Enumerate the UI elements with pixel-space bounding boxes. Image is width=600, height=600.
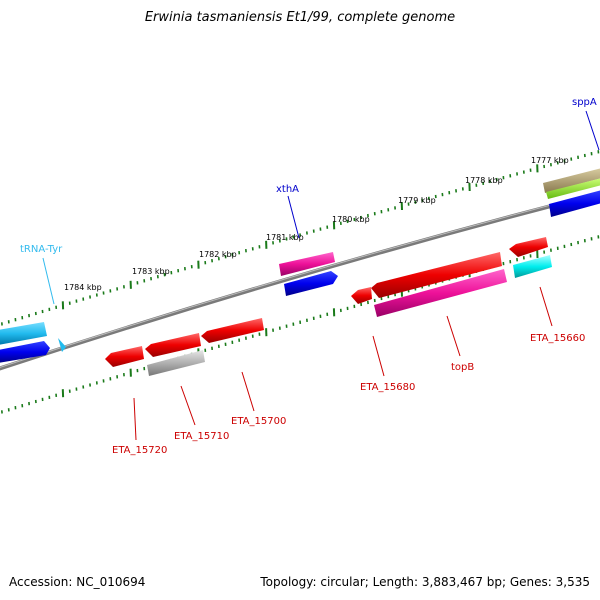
gene-label-ETA_15660[interactable]: ETA_15660 [530, 333, 585, 344]
gene-label-topB[interactable]: topB [451, 362, 474, 373]
gene-cyan-arrow[interactable] [513, 255, 552, 278]
leader-ETA_15660 [539, 286, 553, 327]
forward-features [0, 168, 600, 363]
gene-pink-arrow[interactable] [279, 252, 335, 276]
genome-backbone [0, 191, 600, 371]
leader-trna [42, 257, 55, 305]
ruler-label: 1780 kbp [332, 215, 370, 224]
gene-label-ETA_15700[interactable]: ETA_15700 [231, 416, 286, 427]
gene-label-sppA[interactable]: sppA [572, 97, 597, 108]
ruler-label: 1779 kbp [398, 196, 436, 205]
leader-xthA [287, 195, 300, 239]
ruler-label: 1782 kbp [199, 250, 237, 259]
gene-red-ETA_15720-arrow[interactable] [105, 346, 144, 367]
leader-ETA_15680 [372, 335, 385, 377]
leader-ETA_15710 [180, 385, 196, 426]
genome-title: Erwinia tasmaniensis Et1/99, complete ge… [144, 10, 456, 25]
gene-red-ETA_15700-arrow[interactable] [201, 318, 264, 343]
leader-topB [446, 315, 461, 357]
gene-trna-arrow[interactable] [0, 322, 47, 345]
gene-blue-left-arrow[interactable] [0, 341, 50, 363]
ruler-label: 1784 kbp [64, 283, 102, 292]
ruler-labels: 1777 kbp 1778 kbp 1779 kbp 1780 kbp 1781… [64, 156, 569, 292]
outer-tick-ring [1, 150, 600, 326]
genome-backbone-highlight [0, 191, 600, 368]
gene-red-ETA_15680-arrow[interactable] [351, 287, 372, 304]
label-leaders [42, 110, 600, 441]
ruler-label: 1778 kbp [465, 176, 503, 185]
gene-lime-arrow[interactable] [546, 178, 600, 199]
gene-blue-sppA-arrow[interactable] [549, 190, 600, 217]
leader-sppA [585, 110, 600, 151]
gene-olive-arrow[interactable] [543, 168, 600, 193]
gene-gray-arrow[interactable] [147, 350, 205, 376]
gene-label-trna[interactable]: tRNA-Tyr [20, 244, 63, 255]
gene-blue-xthA-arrow[interactable] [284, 271, 338, 296]
leader-ETA_15700 [241, 371, 255, 412]
ruler-label: 1781 kbp [266, 233, 304, 242]
gene-label-ETA_15680[interactable]: ETA_15680 [360, 382, 415, 393]
leader-ETA_15720 [133, 397, 137, 441]
reverse-features [105, 237, 552, 376]
genome-stats-text: Topology: circular; Length: 3,883,467 bp… [260, 575, 590, 589]
gene-trna-small-arrow[interactable] [58, 338, 66, 352]
gene-label-ETA_15710[interactable]: ETA_15710 [174, 431, 229, 442]
gene-red-ETA_15660-arrow[interactable] [509, 237, 548, 257]
gene-red-ETA_15710-arrow[interactable] [145, 333, 201, 357]
ruler-label: 1777 kbp [531, 156, 569, 165]
accession-text: Accession: NC_010694 [9, 575, 146, 589]
gene-label-ETA_15720[interactable]: ETA_15720 [112, 445, 167, 456]
gene-label-xthA[interactable]: xthA [276, 184, 299, 195]
gene-red-topB-arrow[interactable] [371, 252, 502, 298]
ruler-label: 1783 kbp [132, 267, 170, 276]
gene-pink-topB-arrow[interactable] [374, 269, 507, 317]
gene-labels: sppA xthA tRNA-Tyr ETA_15660 topB ETA_15… [20, 97, 597, 456]
